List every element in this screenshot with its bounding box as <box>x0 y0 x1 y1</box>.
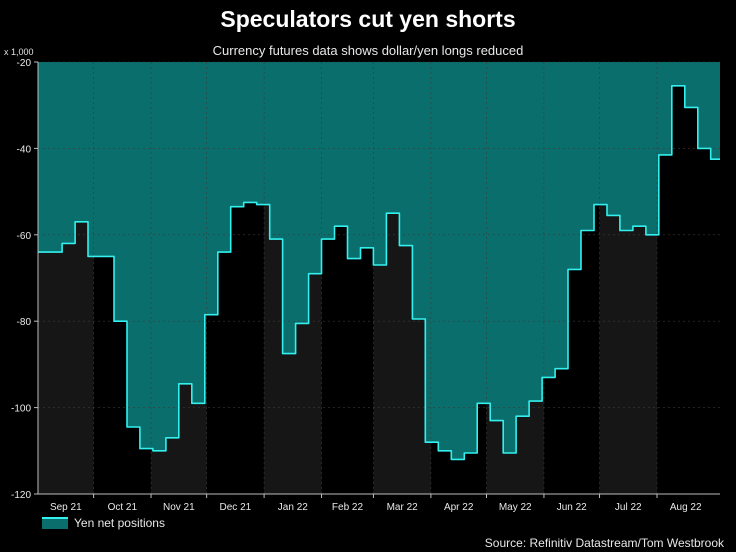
chart-subtitle: Currency futures data shows dollar/yen l… <box>212 43 524 58</box>
y-tick-label: -60 <box>17 231 32 242</box>
x-tick-label: Sep 21 <box>50 502 82 513</box>
x-tick-label: Feb 22 <box>332 502 364 513</box>
x-tick-label: Jul 22 <box>615 502 642 513</box>
y-tick-label: -20 <box>17 58 32 69</box>
legend-label: Yen net positions <box>74 516 165 530</box>
source-note: Source: Refinitiv Datastream/Tom Westbro… <box>484 536 724 550</box>
legend: Yen net positions <box>42 516 165 530</box>
x-tick-label: Mar 22 <box>387 502 419 513</box>
legend-swatch <box>42 517 68 529</box>
x-tick-label: Aug 22 <box>670 502 702 513</box>
chart-title: Speculators cut yen shorts <box>220 6 516 32</box>
x-tick-label: Oct 21 <box>108 502 138 513</box>
x-tick-label: Apr 22 <box>444 502 474 513</box>
x-tick-label: Dec 21 <box>220 502 252 513</box>
x-tick-label: Jan 22 <box>278 502 308 513</box>
y-tick-label: -40 <box>17 144 32 155</box>
y-tick-label: -120 <box>11 490 31 501</box>
y-tick-label: -80 <box>17 317 32 328</box>
x-tick-label: Jun 22 <box>557 502 587 513</box>
x-tick-label: Nov 21 <box>163 502 195 513</box>
y-tick-label: -100 <box>11 404 31 415</box>
y-unit-label: x 1,000 <box>4 47 34 57</box>
x-tick-label: May 22 <box>499 502 532 513</box>
area-fill <box>38 62 720 460</box>
series-line <box>38 85 720 461</box>
